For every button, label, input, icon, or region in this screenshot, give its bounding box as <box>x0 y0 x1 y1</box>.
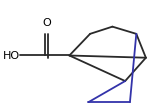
Text: O: O <box>43 18 51 28</box>
Text: HO: HO <box>3 51 20 60</box>
